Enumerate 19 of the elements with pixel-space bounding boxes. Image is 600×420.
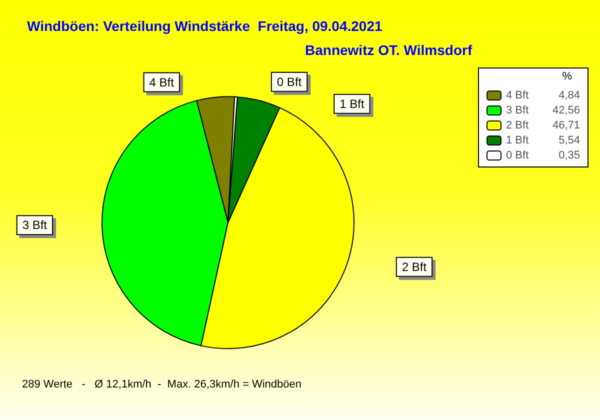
chart-subtitle: Bannewitz OT. Wilmsdorf bbox=[305, 42, 472, 58]
legend-title: % bbox=[562, 70, 572, 82]
slice-label: 3 Bft bbox=[22, 218, 48, 232]
legend-label: 2 Bft bbox=[506, 120, 529, 132]
data-label: 42,56 bbox=[552, 104, 580, 116]
legend-label: 1 Bft bbox=[506, 134, 529, 146]
slice-label: 2 Bft bbox=[402, 260, 428, 274]
chart-title: Windböen: Verteilung Windstärke Freitag, 09.04.2021 bbox=[27, 18, 383, 34]
data-label: 46,71 bbox=[552, 120, 580, 132]
legend-label: 0 Bft bbox=[506, 150, 529, 162]
data-label: 4,84 bbox=[558, 90, 580, 102]
category-label: 0 Bft bbox=[276, 74, 302, 89]
legend-label: 4 Bft bbox=[506, 90, 529, 102]
text: 289 Werte - Ø 12,1km/h - Max. 26,3km/h = Windböen bbox=[22, 378, 302, 390]
data-label: 0,35 bbox=[558, 150, 580, 162]
category-label: 4 Bft bbox=[149, 75, 174, 90]
data-label: 5,54 bbox=[558, 134, 580, 146]
legend-label: 3 Bft bbox=[506, 104, 529, 116]
category-label: 1 Bft bbox=[340, 96, 364, 111]
